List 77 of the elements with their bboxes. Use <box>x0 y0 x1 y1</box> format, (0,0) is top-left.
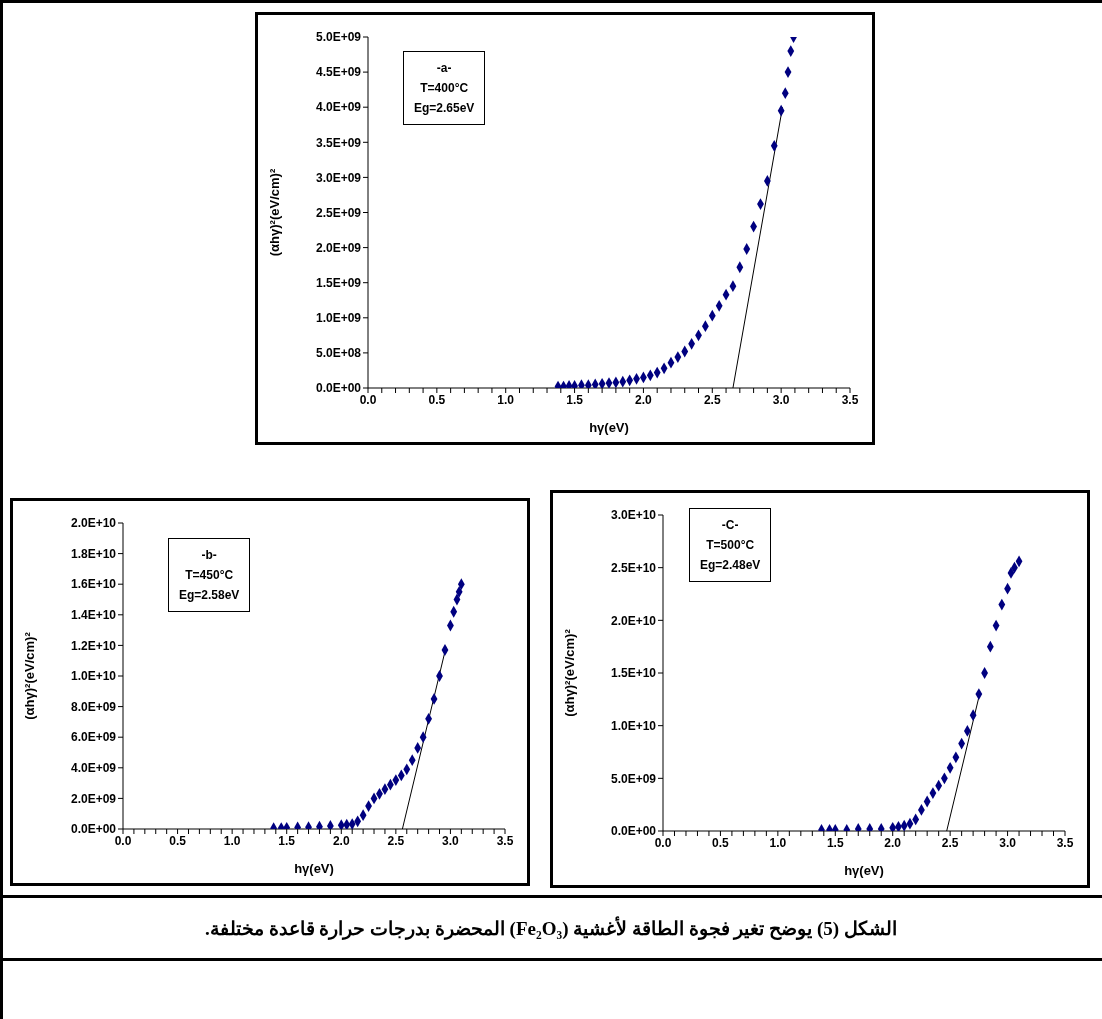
annotation: Eg=2.58eV <box>179 587 240 604</box>
y-tick-label: 5.0E+08 <box>315 346 362 361</box>
annotation: Eg=2.65eV <box>414 100 475 117</box>
y-axis-title: (αhγ)²(eV/cm)² <box>561 628 577 717</box>
x-tick-label: 2.5 <box>941 835 959 850</box>
x-tick-label: 1.5 <box>566 392 584 407</box>
annotation: T=450°C <box>184 567 235 584</box>
x-tick-label: 2.0 <box>332 833 350 848</box>
y-tick-label: 8.0E+09 <box>70 699 117 714</box>
x-tick-label: 3.5 <box>496 833 514 848</box>
y-tick-label: 2.0E+09 <box>315 240 362 255</box>
x-tick-label: 2.5 <box>387 833 405 848</box>
x-tick-label: 0.5 <box>712 835 730 850</box>
x-tick-label: 0.0 <box>359 392 377 407</box>
x-tick-label: 2.0 <box>635 392 653 407</box>
y-tick-label: 1.0E+10 <box>70 669 117 684</box>
point <box>591 378 599 388</box>
y-tick-label: 3.0E+10 <box>610 508 657 523</box>
point <box>337 819 345 829</box>
point <box>598 377 606 388</box>
x-tick-label: 1.0 <box>497 392 515 407</box>
text: الشكل (5) يوضح تغير فجوة الطاقة لأغشية (Fe₂O₃) المحضرة بدرجات حرارة قاعدة مختلفة. <box>205 916 897 940</box>
x-tick-label: 3.0 <box>772 392 790 407</box>
y-tick-label: 2.5E+09 <box>315 205 362 220</box>
x-tick-label: 1.5 <box>826 835 844 850</box>
y-tick-label: 2.5E+10 <box>610 560 657 575</box>
x-tick-label: 0.0 <box>114 833 132 848</box>
point <box>326 820 334 829</box>
y-tick-label: 3.5E+09 <box>315 135 362 150</box>
point <box>889 821 897 831</box>
annotation: -C- <box>720 517 740 534</box>
x-axis-title: hγ(eV) <box>294 861 334 876</box>
y-tick-label: 1.5E+10 <box>610 666 657 681</box>
annotation: Eg=2.48eV <box>700 557 761 574</box>
x-axis-title: hγ(eV) <box>589 420 629 435</box>
y-tick-label: 5.0E+09 <box>610 771 657 786</box>
y-tick-label: 3.0E+09 <box>315 170 362 185</box>
y-tick-label: 2.0E+10 <box>610 613 657 628</box>
y-tick-label: 0.0E+00 <box>70 822 117 837</box>
x-tick-label: 0.5 <box>169 833 187 848</box>
y-tick-label: 1.0E+09 <box>315 311 362 326</box>
x-tick-label: 0.0 <box>654 835 672 850</box>
y-tick-label: 1.0E+10 <box>610 718 657 733</box>
point <box>343 818 351 829</box>
x-tick-label: 3.0 <box>999 835 1017 850</box>
y-axis-title: (αhγ)²(eV/cm)² <box>21 631 37 720</box>
x-tick-label: 3.5 <box>1056 835 1074 850</box>
y-tick-label: 4.0E+09 <box>70 761 117 776</box>
annotation: T=400°C <box>419 80 470 97</box>
point <box>348 818 356 829</box>
x-tick-label: 3.5 <box>841 392 859 407</box>
y-tick-label: 5.0E+09 <box>315 30 362 45</box>
point <box>605 377 613 388</box>
annotation: -a- <box>435 60 453 77</box>
y-tick-label: 4.5E+09 <box>315 65 362 80</box>
y-tick-label: 0.0E+00 <box>315 381 362 396</box>
x-tick-label: 0.5 <box>428 392 446 407</box>
y-tick-label: 6.0E+09 <box>70 730 117 745</box>
x-tick-label: 1.5 <box>278 833 296 848</box>
y-tick-label: 1.4E+10 <box>70 608 117 623</box>
x-tick-label: 2.5 <box>703 392 721 407</box>
x-tick-label: 3.0 <box>442 833 460 848</box>
x-axis-title: hγ(eV) <box>844 863 884 878</box>
y-tick-label: 1.8E+10 <box>70 546 117 561</box>
y-tick-label: 1.2E+10 <box>70 638 117 653</box>
x-tick-label: 1.0 <box>223 833 241 848</box>
x-tick-label: 2.0 <box>884 835 902 850</box>
y-tick-label: 1.6E+10 <box>70 577 117 592</box>
y-tick-label: 2.0E+10 <box>70 516 117 531</box>
y-tick-label: 0.0E+00 <box>610 824 657 839</box>
annotation: T=500°C <box>705 537 756 554</box>
annotation: -b- <box>200 547 218 564</box>
y-tick-label: 1.5E+09 <box>315 275 362 290</box>
x-tick-label: 1.0 <box>769 835 787 850</box>
y-tick-label: 4.0E+09 <box>315 100 362 115</box>
y-tick-label: 2.0E+09 <box>70 791 117 806</box>
y-axis-title: (αhγ)²(eV/cm)² <box>266 168 282 257</box>
